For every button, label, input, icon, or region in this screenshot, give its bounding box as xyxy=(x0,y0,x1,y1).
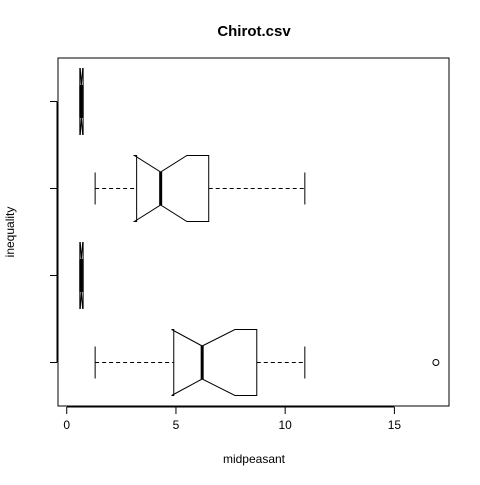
x-tick-label: 0 xyxy=(63,418,70,432)
notched-box xyxy=(132,155,210,222)
box-group-3 xyxy=(94,155,306,222)
box-group-4 xyxy=(79,68,84,135)
x-axis-label: midpeasant xyxy=(223,452,286,466)
box-group-2 xyxy=(79,242,84,309)
axes-layer: 0 5 10 15 xyxy=(50,101,402,432)
chart-title: Chirot.csv xyxy=(217,23,291,40)
box-group-1 xyxy=(94,329,440,396)
plot-frame xyxy=(57,57,450,407)
x-tick-label: 15 xyxy=(388,418,402,432)
x-tick-label: 5 xyxy=(173,418,180,432)
y-axis-label: inequality xyxy=(3,207,17,258)
notched-box xyxy=(171,329,258,396)
boxes-layer xyxy=(79,68,440,396)
outlier-point xyxy=(432,359,440,366)
x-tick-label: 10 xyxy=(278,418,292,432)
